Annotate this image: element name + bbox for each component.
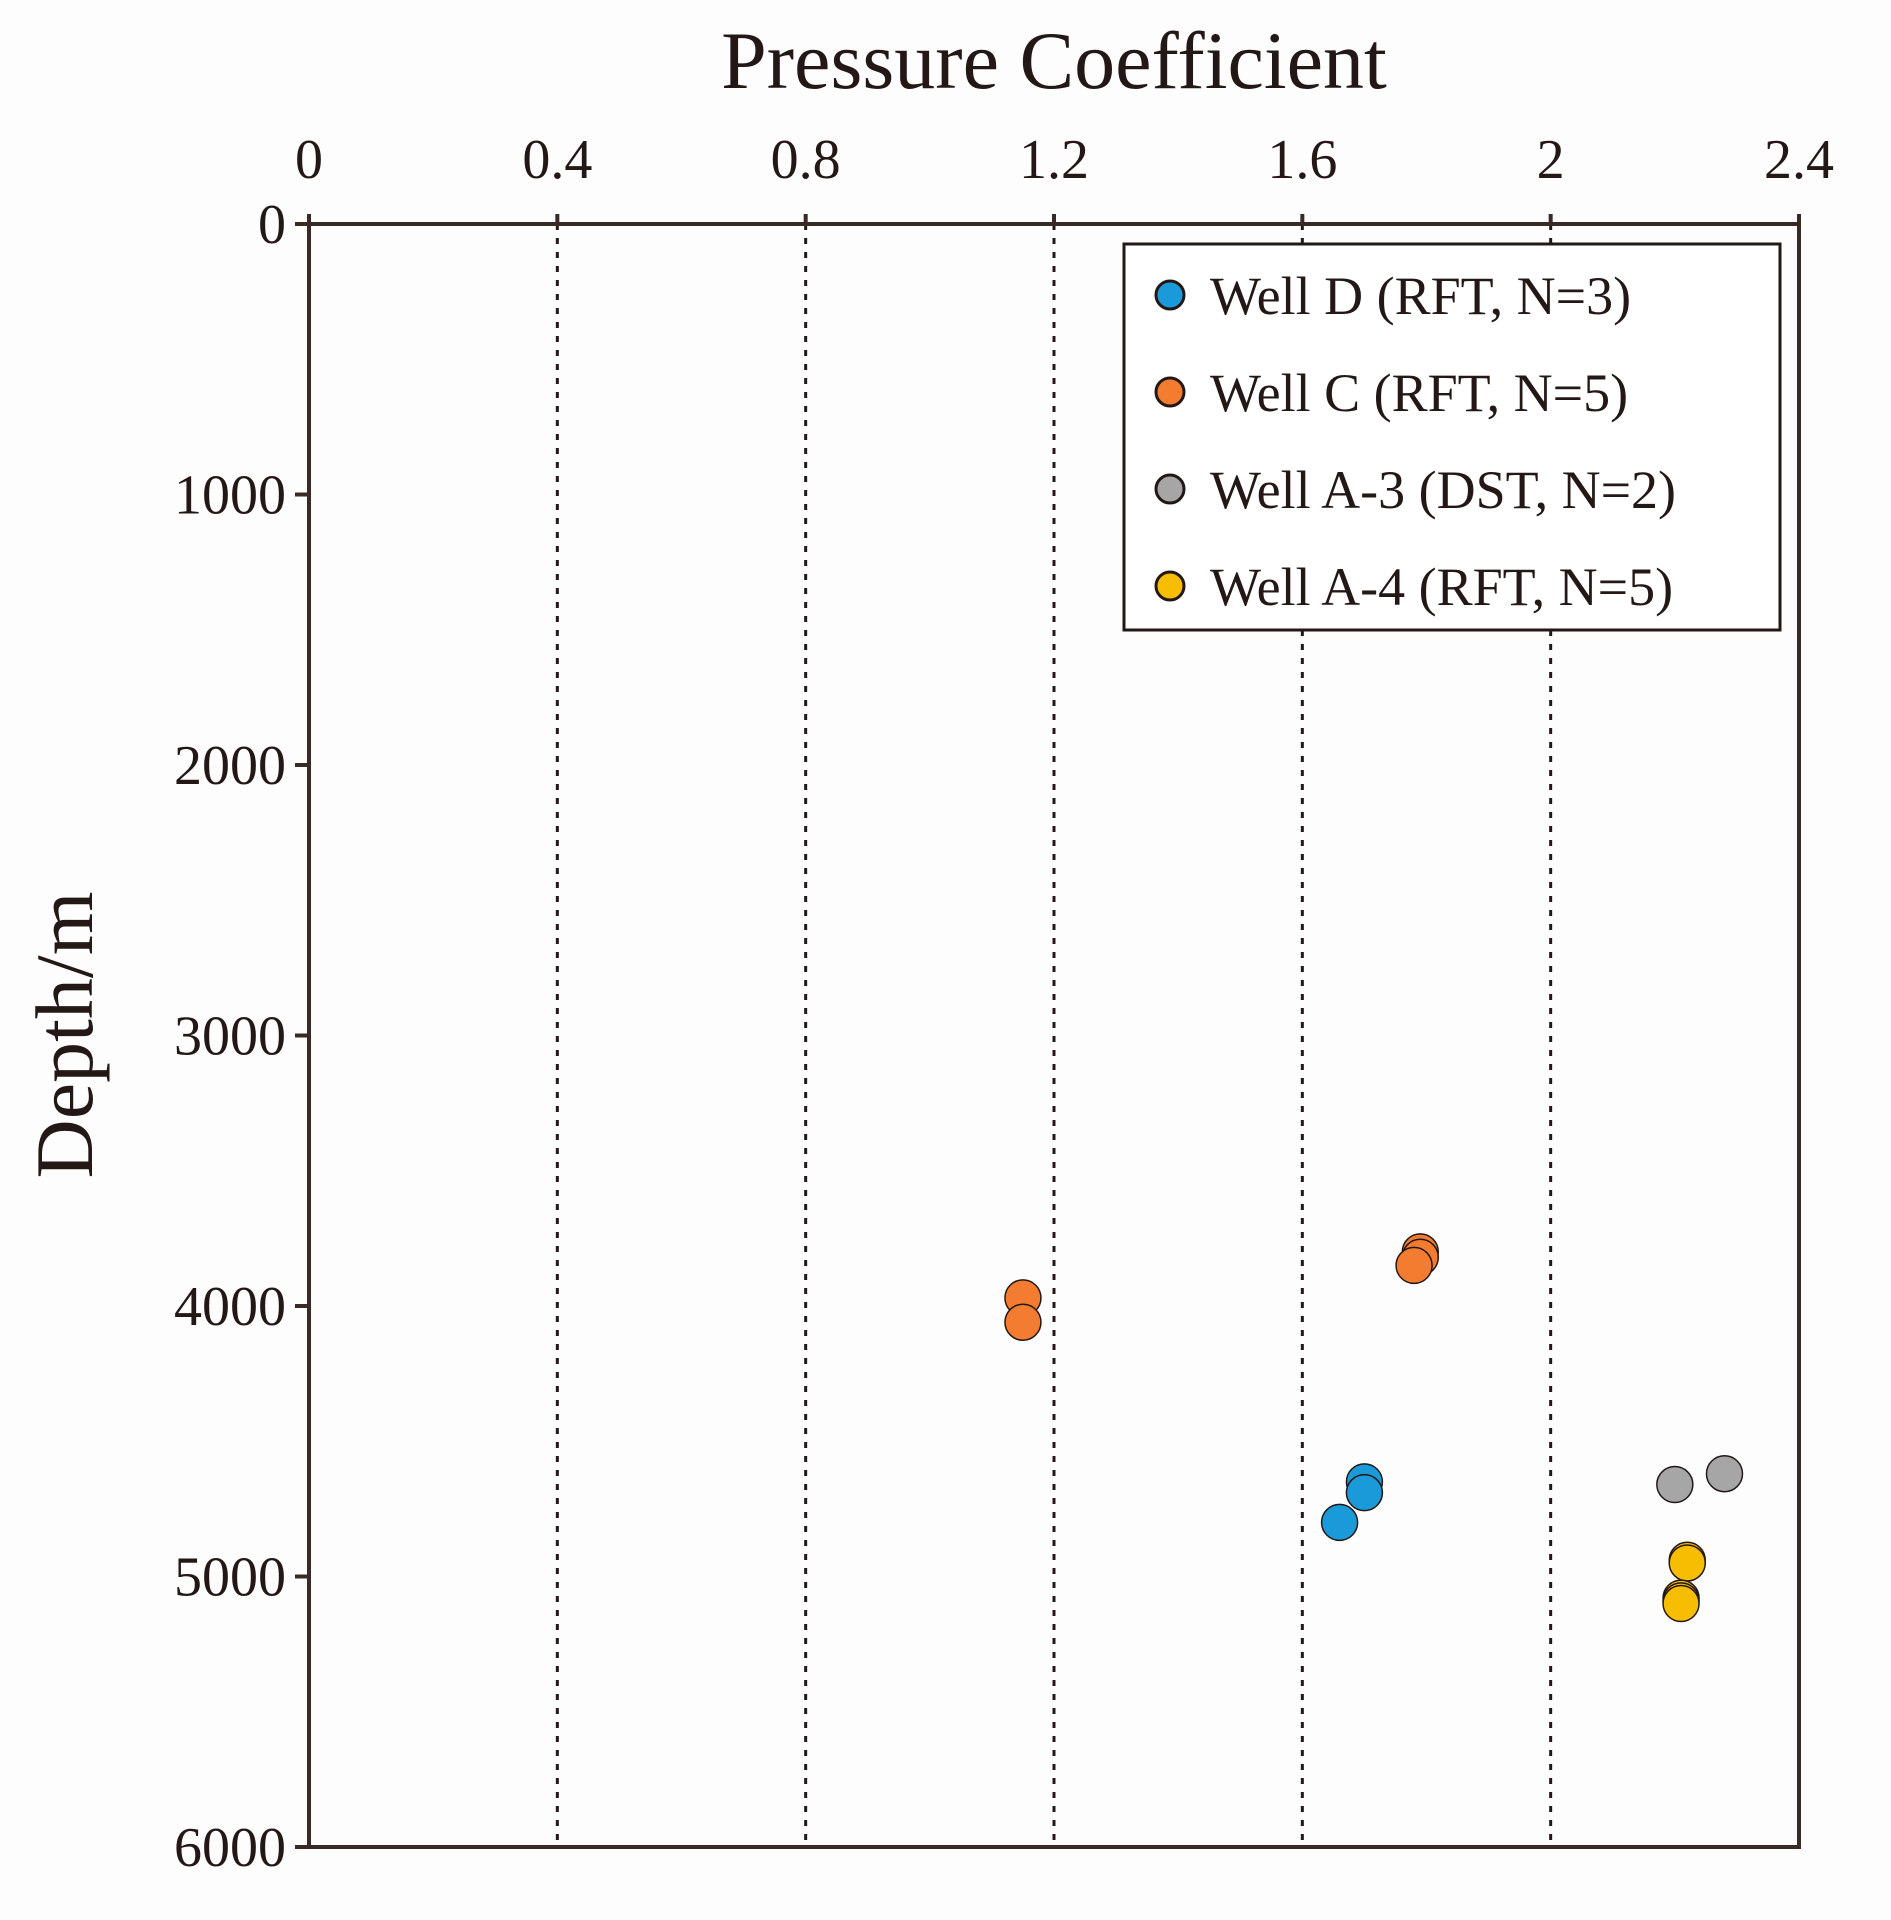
x-tick-label-3: 1.2: [1019, 129, 1089, 191]
legend-label-0: Well D (RFT, N=3): [1210, 266, 1631, 326]
legend-label-3: Well A-4 (RFT, N=5): [1210, 557, 1673, 617]
data-point-1-1: [1004, 1303, 1042, 1341]
legend-items: Well D (RFT, N=3) Well C (RFT, N=5) Well A…: [1154, 266, 1676, 617]
y-tick-label-3: 3000: [174, 1006, 286, 1068]
y-tick-label-4: 4000: [174, 1276, 286, 1338]
legend-marker-2: [1154, 473, 1186, 505]
data-points: [1004, 1233, 1744, 1623]
legend-box: [1122, 242, 1782, 632]
legend-marker-1: [1154, 376, 1186, 408]
legend-label-2: Well A-3 (DST, N=2): [1210, 460, 1676, 520]
y-tick-label-0: 0: [258, 194, 286, 256]
legend: Well D (RFT, N=3) Well C (RFT, N=5) Well A…: [1122, 242, 1782, 632]
legend-marker-3: [1154, 570, 1186, 602]
x-tick-label-1: 0.4: [522, 129, 592, 191]
series-3: [1662, 1541, 1706, 1623]
x-tick-label-0: 0: [295, 129, 323, 191]
x-tick-label-6: 2.4: [1764, 129, 1834, 191]
x-tick-label-4: 1.6: [1267, 129, 1337, 191]
y-tick-label-5: 5000: [174, 1547, 286, 1609]
data-point-0-1: [1345, 1473, 1384, 1512]
series-2: [1656, 1454, 1744, 1504]
legend-marker-0: [1154, 279, 1186, 311]
y-tick-label-6: 6000: [174, 1817, 286, 1879]
series-1: [1004, 1233, 1440, 1341]
data-point-0-2: [1320, 1503, 1359, 1542]
x-tick-label-2: 0.8: [771, 129, 841, 191]
y-tick-label-2: 2000: [174, 735, 286, 797]
y-axis: 0 1000 2000 3000 4000 5000 6000: [174, 194, 309, 1879]
data-point-3-4: [1662, 1584, 1700, 1623]
legend-label-1: Well C (RFT, N=5): [1210, 363, 1628, 423]
x-tick-label-5: 2: [1537, 129, 1565, 191]
x-axis-title: Pressure Coefficient: [721, 15, 1387, 106]
data-point-2-0: [1656, 1465, 1694, 1504]
data-point-3-1: [1668, 1544, 1706, 1582]
series-0: [1320, 1463, 1384, 1542]
data-point-2-1: [1705, 1454, 1744, 1493]
x-axis: 0 0.4 0.8 1.2 1.6 2 2.4: [295, 129, 1834, 224]
y-axis-title: Depth/m: [19, 892, 110, 1179]
y-tick-label-1: 1000: [174, 465, 286, 527]
data-point-1-4: [1395, 1246, 1433, 1285]
